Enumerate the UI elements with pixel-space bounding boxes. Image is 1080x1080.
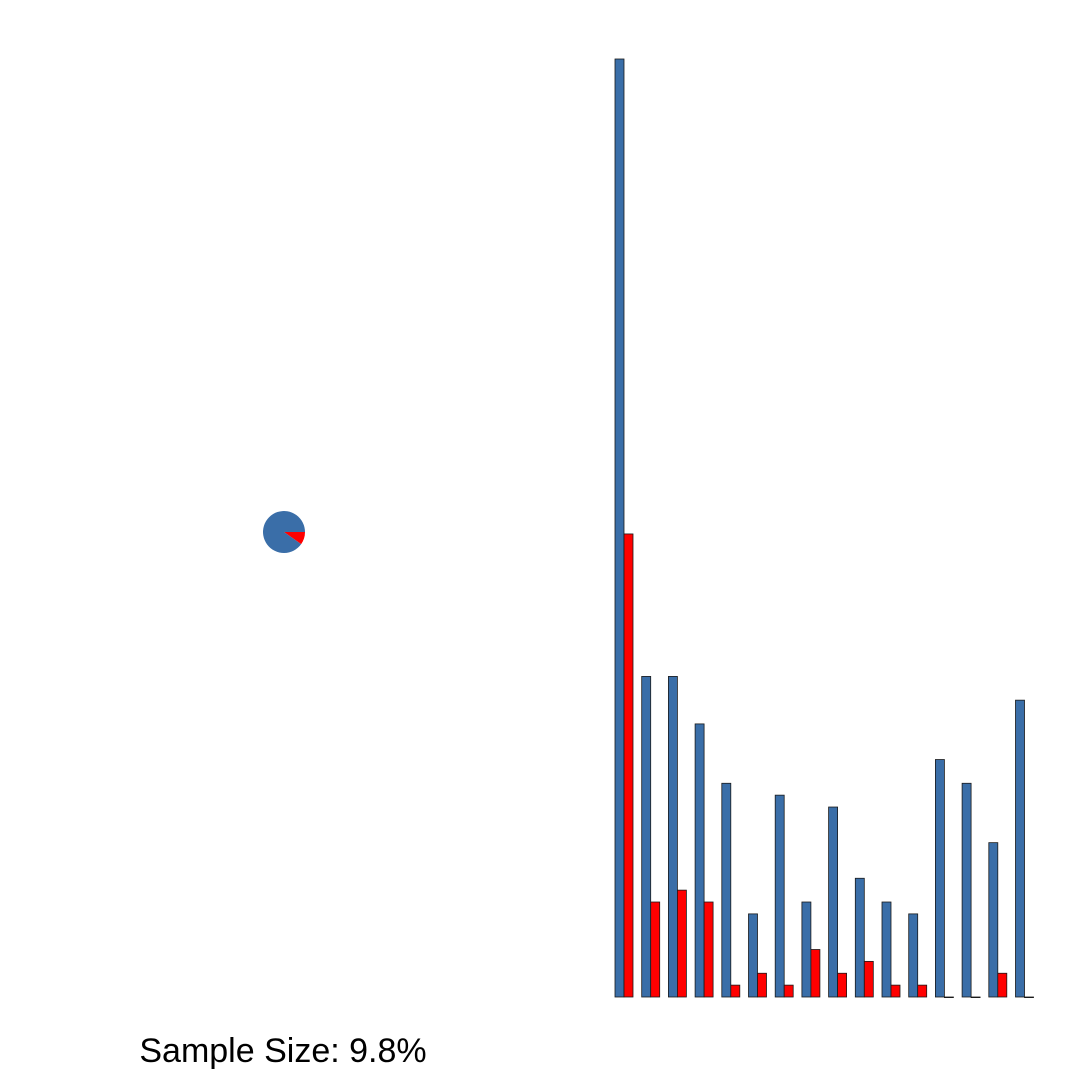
bar-primary-13 <box>935 759 945 998</box>
bar-highlight-7 <box>783 984 794 998</box>
bar-primary-5 <box>721 782 732 998</box>
bar-highlight-3 <box>677 889 687 998</box>
bar-chart <box>614 58 1034 999</box>
bar-primary-16 <box>1015 699 1025 998</box>
bar-highlight-12 <box>917 984 928 998</box>
bar-highlight-9 <box>837 972 847 998</box>
bar-primary-7 <box>774 794 785 998</box>
bar-primary-12 <box>908 913 919 998</box>
bar-primary-3 <box>668 676 678 998</box>
bar-primary-1 <box>614 58 625 998</box>
bar-highlight-15 <box>997 972 1008 998</box>
bar-primary-4 <box>694 723 705 998</box>
bar-highlight-1 <box>623 533 634 998</box>
bar-primary-15 <box>988 842 999 998</box>
bar-highlight-2 <box>650 901 661 998</box>
pie-slice-highlight <box>284 532 305 545</box>
bar-primary-10 <box>854 877 865 998</box>
bar-highlight-11 <box>890 984 901 998</box>
bar-highlight-5 <box>730 984 741 998</box>
bar-primary-2 <box>641 676 652 998</box>
bar-primary-8 <box>801 901 812 998</box>
bar-highlight-8 <box>810 949 821 998</box>
bar-highlight-4 <box>703 901 714 998</box>
pie-slice-primary <box>263 510 305 553</box>
sample-size-caption: Sample Size: 9.8% <box>139 1032 426 1070</box>
bar-primary-11 <box>881 901 892 998</box>
bar-primary-6 <box>748 913 758 998</box>
pie-chart <box>263 510 305 553</box>
bar-highlight-16 <box>1024 996 1034 999</box>
bar-highlight-6 <box>757 972 767 998</box>
bar-highlight-13 <box>944 996 954 999</box>
bar-primary-14 <box>961 782 972 998</box>
bar-highlight-14 <box>970 996 981 999</box>
bar-primary-9 <box>828 806 838 998</box>
bar-highlight-10 <box>863 960 874 998</box>
